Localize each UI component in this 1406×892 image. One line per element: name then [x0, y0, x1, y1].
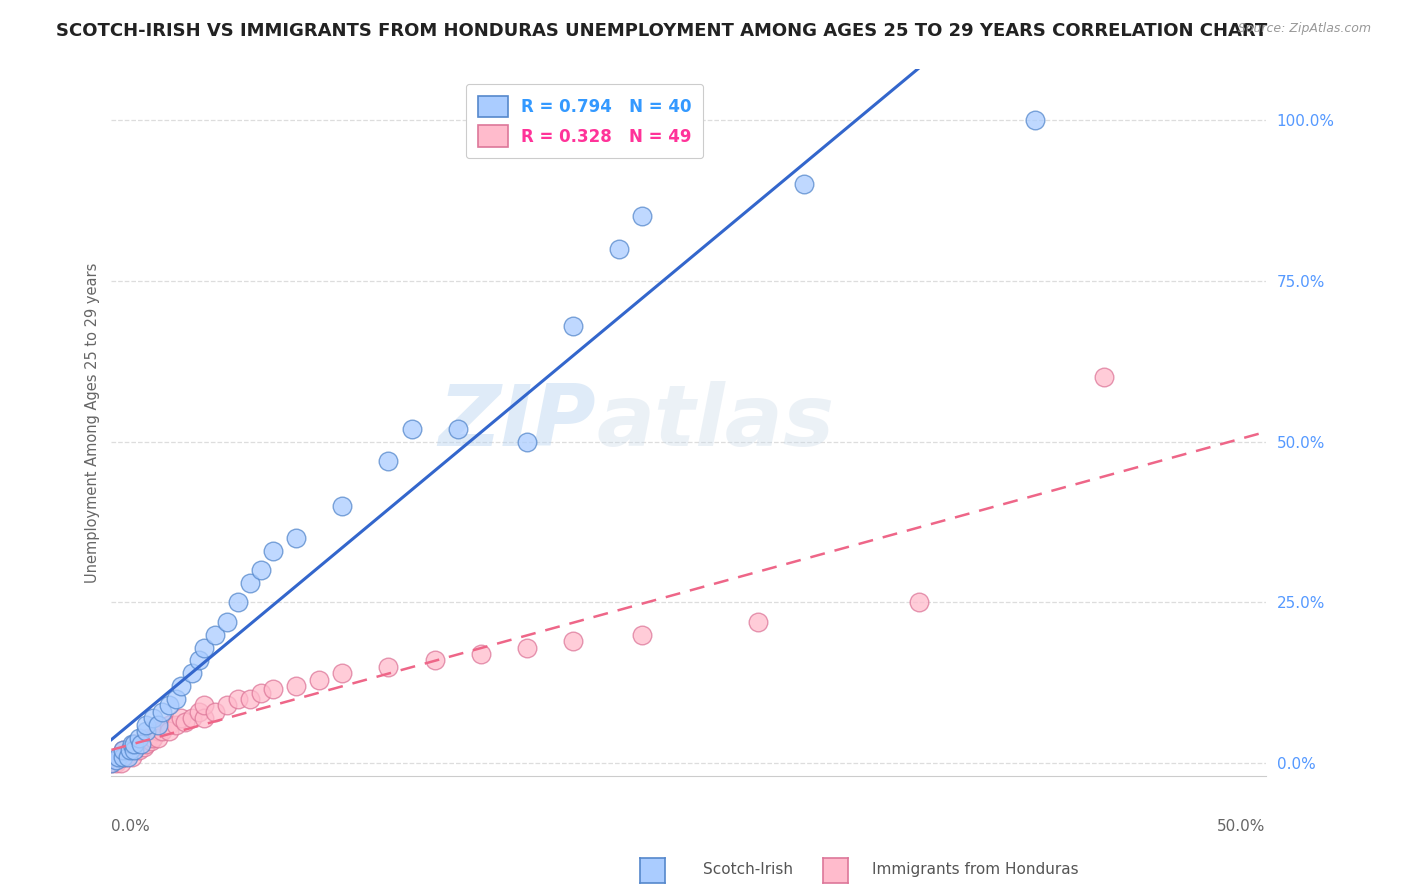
Point	[193, 711, 215, 725]
Y-axis label: Unemployment Among Ages 25 to 29 years: Unemployment Among Ages 25 to 29 years	[86, 262, 100, 582]
Point	[117, 750, 139, 764]
Point	[100, 756, 122, 771]
Point	[142, 711, 165, 725]
Point	[132, 740, 155, 755]
Point	[215, 615, 238, 629]
Point	[138, 731, 160, 745]
Point	[110, 756, 132, 771]
Point	[262, 682, 284, 697]
Point	[150, 724, 173, 739]
Point	[607, 242, 630, 256]
Point	[908, 595, 931, 609]
Point	[124, 737, 146, 751]
Point	[128, 731, 150, 745]
Point	[1024, 113, 1046, 128]
Point	[107, 750, 129, 764]
Point	[174, 714, 197, 729]
Point	[377, 454, 399, 468]
Point	[131, 737, 153, 751]
Point	[239, 576, 262, 591]
Point	[516, 640, 538, 655]
Point	[562, 318, 585, 333]
Point	[111, 743, 134, 757]
Point	[285, 679, 308, 693]
Point	[250, 685, 273, 699]
Point	[124, 737, 146, 751]
Point	[146, 717, 169, 731]
Point	[107, 753, 129, 767]
Point	[118, 743, 141, 757]
Point	[157, 724, 180, 739]
Point	[447, 422, 470, 436]
Point	[135, 717, 157, 731]
Point	[121, 750, 143, 764]
Point	[239, 692, 262, 706]
Point	[165, 692, 187, 706]
Point	[181, 711, 204, 725]
Point	[135, 737, 157, 751]
Point	[157, 698, 180, 713]
Point	[562, 634, 585, 648]
Point	[117, 747, 139, 761]
Text: atlas: atlas	[596, 381, 834, 464]
Point	[169, 679, 191, 693]
Point	[169, 711, 191, 725]
Point	[228, 692, 250, 706]
Point	[423, 653, 446, 667]
Point	[193, 698, 215, 713]
Point	[470, 647, 492, 661]
Point	[188, 653, 211, 667]
Point	[131, 737, 153, 751]
Text: Source: ZipAtlas.com: Source: ZipAtlas.com	[1237, 22, 1371, 36]
Point	[1092, 370, 1115, 384]
Text: Scotch-Irish: Scotch-Irish	[703, 863, 793, 877]
Legend: R = 0.794   N = 40, R = 0.328   N = 49: R = 0.794 N = 40, R = 0.328 N = 49	[465, 84, 703, 159]
Text: 50.0%: 50.0%	[1218, 819, 1265, 834]
Point	[401, 422, 423, 436]
Point	[204, 627, 226, 641]
Point	[377, 660, 399, 674]
Point	[747, 615, 769, 629]
Point	[330, 666, 353, 681]
Point	[308, 673, 330, 687]
Point	[135, 724, 157, 739]
Text: SCOTCH-IRISH VS IMMIGRANTS FROM HONDURAS UNEMPLOYMENT AMONG AGES 25 TO 29 YEARS : SCOTCH-IRISH VS IMMIGRANTS FROM HONDURAS…	[56, 22, 1267, 40]
Point	[150, 705, 173, 719]
Point	[631, 627, 654, 641]
Point	[105, 756, 128, 771]
Point	[124, 743, 146, 757]
Point	[146, 724, 169, 739]
Point	[121, 737, 143, 751]
Text: ZIP: ZIP	[439, 381, 596, 464]
Text: Immigrants from Honduras: Immigrants from Honduras	[872, 863, 1078, 877]
Point	[215, 698, 238, 713]
Point	[516, 434, 538, 449]
Point	[250, 563, 273, 577]
Point	[100, 756, 122, 771]
Point	[262, 544, 284, 558]
Point	[124, 743, 146, 757]
Point	[157, 717, 180, 731]
Point	[165, 717, 187, 731]
Point	[193, 640, 215, 655]
Point	[111, 743, 134, 757]
Point	[111, 750, 134, 764]
Point	[204, 705, 226, 719]
Point	[111, 750, 134, 764]
Point	[139, 734, 162, 748]
Point	[114, 750, 136, 764]
Point	[142, 731, 165, 745]
Point	[188, 705, 211, 719]
Point	[146, 731, 169, 745]
Point	[631, 210, 654, 224]
Point	[330, 499, 353, 513]
Point	[285, 531, 308, 545]
Point	[181, 666, 204, 681]
Point	[128, 743, 150, 757]
Point	[105, 753, 128, 767]
Point	[118, 743, 141, 757]
Text: 0.0%: 0.0%	[111, 819, 150, 834]
Point	[793, 178, 815, 192]
Point	[228, 595, 250, 609]
